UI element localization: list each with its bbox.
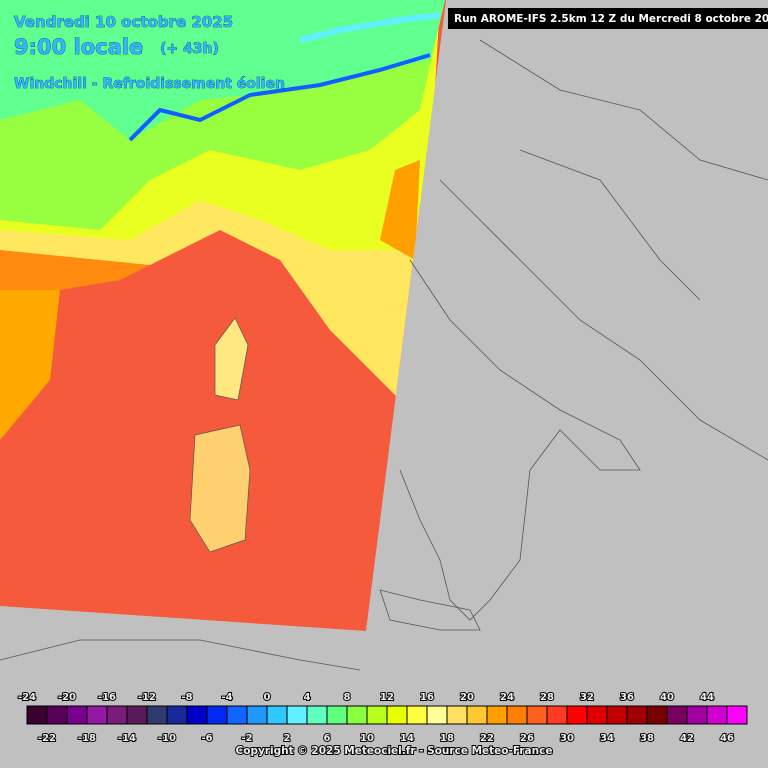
legend-swatch [666, 705, 688, 725]
legend-swatch [566, 705, 588, 725]
legend-swatch [186, 705, 208, 725]
legend-label: 40 [660, 692, 674, 703]
legend-label: 2 [284, 733, 291, 744]
legend-swatch [506, 705, 528, 725]
legend-swatch [426, 705, 448, 725]
legend-swatch [546, 705, 568, 725]
forecast-date: Vendredi 10 octobre 2025 [14, 13, 233, 31]
legend-label: 38 [640, 733, 654, 744]
run-banner [448, 8, 768, 29]
legend-label: -6 [201, 733, 212, 744]
legend-label: 32 [580, 692, 594, 703]
legend-label: 46 [720, 733, 734, 744]
legend-label: -16 [98, 692, 116, 703]
legend-swatch [106, 705, 128, 725]
legend-swatch [626, 705, 648, 725]
legend-label: -4 [221, 692, 232, 703]
run-info: Run AROME-IFS 2.5km 12 Z du Mercredi 8 o… [454, 13, 768, 25]
legend-label: 16 [420, 692, 434, 703]
legend-label: 26 [520, 733, 534, 744]
legend-label: 20 [460, 692, 474, 703]
legend-swatch [446, 705, 468, 725]
legend-label: 44 [700, 692, 714, 703]
legend-swatch [26, 705, 48, 725]
legend-swatch [386, 705, 408, 725]
legend-swatch [726, 705, 748, 725]
legend-label: 10 [360, 733, 374, 744]
legend-swatch [606, 705, 628, 725]
legend-swatch [686, 705, 708, 725]
legend-swatch [246, 705, 268, 725]
legend-label: 8 [344, 692, 351, 703]
legend-label: 30 [560, 733, 574, 744]
legend-swatch [586, 705, 608, 725]
legend-swatch [366, 705, 388, 725]
legend-swatch [646, 705, 668, 725]
legend-label: -2 [241, 733, 252, 744]
coastlines [0, 39, 768, 671]
legend-label: -22 [38, 733, 56, 744]
legend-label: -18 [78, 733, 96, 744]
lead-time: (+ 43h) [160, 41, 219, 57]
parameter-name: Windchill - Refroidissement éolien [14, 76, 285, 92]
legend-label: 24 [500, 692, 514, 703]
legend-label: 12 [380, 692, 394, 703]
legend-label: 18 [440, 733, 454, 744]
legend-label: 22 [480, 733, 494, 744]
legend-swatch [86, 705, 108, 725]
legend-swatch [46, 705, 68, 725]
legend-swatch [166, 705, 188, 725]
legend-label: 34 [600, 733, 614, 744]
legend-label: 6 [324, 733, 331, 744]
legend-label: -14 [118, 733, 136, 744]
legend-swatch [306, 705, 328, 725]
legend-swatch [226, 705, 248, 725]
legend-label: 0 [264, 692, 271, 703]
forecast-time: 9:00 locale [14, 35, 143, 59]
legend-label: 36 [620, 692, 634, 703]
legend-label: -10 [158, 733, 176, 744]
legend-swatch [466, 705, 488, 725]
legend-swatch [706, 705, 728, 725]
legend-label: 14 [400, 733, 414, 744]
legend-swatch [206, 705, 228, 725]
copyright: Copyright © 2025 Meteociel.fr - Source M… [236, 745, 553, 757]
legend-label: -12 [138, 692, 156, 703]
legend-label: -8 [181, 692, 192, 703]
legend-swatch [346, 705, 368, 725]
legend-label: -20 [58, 692, 76, 703]
legend-label: -24 [18, 692, 36, 703]
legend-swatch [406, 705, 428, 725]
legend-swatch [146, 705, 168, 725]
legend-swatch [486, 705, 508, 725]
legend-swatch [126, 705, 148, 725]
color-legend: -24-22-20-18-16-14-12-10-8-6-4-202468101… [17, 691, 748, 745]
legend-label: 4 [304, 692, 311, 703]
model-field [0, 0, 446, 631]
legend-swatch [526, 705, 548, 725]
legend-swatch [66, 705, 88, 725]
legend-swatch [286, 705, 308, 725]
legend-label: 28 [540, 692, 554, 703]
legend-swatch [326, 705, 348, 725]
legend-label: 42 [680, 733, 694, 744]
legend-swatch [266, 705, 288, 725]
